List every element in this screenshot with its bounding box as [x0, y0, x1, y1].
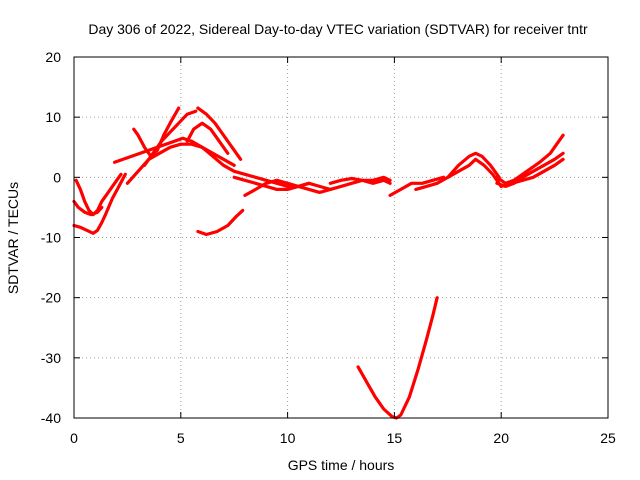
series-track-8 — [196, 106, 243, 161]
y-tick-label: 20 — [45, 49, 61, 65]
y-tick-label: -40 — [41, 410, 61, 426]
series-track-3 — [72, 172, 127, 235]
y-tick-label: 10 — [45, 109, 61, 125]
x-tick-label: 20 — [493, 430, 509, 446]
series-layer — [72, 106, 565, 420]
series-track-15 — [356, 296, 439, 420]
series-track-16 — [388, 175, 446, 197]
x-tick-label: 5 — [177, 430, 185, 446]
series-track-11 — [196, 208, 245, 237]
series-track-13 — [232, 175, 332, 194]
series-track-6 — [142, 109, 198, 167]
grid — [74, 57, 608, 418]
series-track-2 — [72, 199, 104, 217]
series-track-12 — [243, 178, 392, 197]
series-track-20 — [495, 133, 565, 185]
y-axis-label: SDTVAR / TECUs — [5, 182, 21, 294]
y-tick-label: -10 — [41, 230, 61, 246]
x-tick-label: 15 — [387, 430, 403, 446]
series-track-21 — [499, 157, 565, 188]
chart-title: Day 306 of 2022, Sidereal Day-to-day VTE… — [88, 21, 588, 37]
series-track-17 — [414, 157, 503, 191]
y-tick-label: -30 — [41, 350, 61, 366]
x-tick-label: 0 — [70, 430, 78, 446]
y-tick-label: -20 — [41, 290, 61, 306]
series-track-4 — [112, 136, 194, 164]
series-track-7 — [125, 142, 236, 185]
x-axis-label: GPS time / hours — [288, 457, 395, 473]
x-tick-label: 10 — [280, 430, 296, 446]
series-track-9 — [189, 139, 311, 188]
series-track-10 — [185, 121, 230, 155]
series-track-14 — [328, 175, 392, 185]
y-tick-label: 0 — [53, 169, 61, 185]
x-tick-label: 25 — [600, 430, 616, 446]
series-track-18 — [446, 151, 501, 179]
ticks: 0 5 10 15 20 25 -40 -30 -20 -10 0 10 20 — [41, 49, 616, 446]
